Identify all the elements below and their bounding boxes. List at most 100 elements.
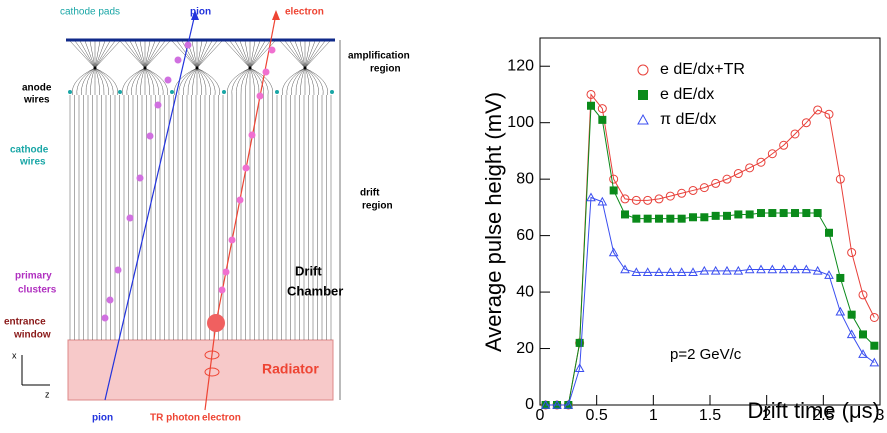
- marker: [846, 329, 857, 339]
- field-line: [196, 67, 220, 96]
- x-axis-label: Drift time (μs): [748, 398, 880, 423]
- marker: [869, 357, 880, 367]
- field-lines: [69, 40, 332, 340]
- tr-absorption: [207, 314, 225, 332]
- marker: [609, 174, 619, 184]
- field-line: [299, 40, 306, 69]
- y-tick-label: 60: [516, 227, 534, 244]
- field-line: [187, 67, 198, 96]
- field-line: [249, 67, 260, 96]
- marker: [609, 186, 618, 195]
- marker: [643, 195, 653, 205]
- field-line: [249, 67, 269, 96]
- field-line: [192, 67, 198, 96]
- field-line: [94, 67, 109, 96]
- field-line: [304, 40, 331, 69]
- field-line: [90, 67, 96, 96]
- cathode-wire: [330, 90, 334, 94]
- marker: [778, 264, 789, 274]
- marker: [767, 264, 778, 274]
- marker: [620, 264, 630, 274]
- marker: [768, 209, 777, 218]
- marker: [575, 338, 584, 347]
- field-line: [196, 40, 203, 69]
- cluster: [114, 266, 122, 274]
- field-line: [144, 67, 150, 96]
- legend-label: e dE/dx+TR: [660, 61, 745, 78]
- label: cathode: [10, 145, 49, 156]
- x-tick-label: 1.5: [699, 407, 721, 424]
- cluster: [126, 214, 134, 222]
- marker: [767, 149, 777, 159]
- marker: [734, 210, 743, 219]
- marker: [801, 118, 811, 128]
- series-line: [545, 93, 875, 406]
- field-line: [291, 67, 306, 96]
- field-line: [289, 40, 306, 69]
- y-tick-label: 20: [516, 340, 534, 357]
- field-line: [284, 40, 306, 69]
- field-line: [89, 40, 96, 69]
- marker: [631, 267, 642, 277]
- marker: [723, 211, 731, 220]
- x-tick-label: 0.5: [586, 407, 608, 424]
- field-line: [144, 67, 155, 96]
- marker: [597, 104, 607, 114]
- cathode-wire: [68, 90, 72, 94]
- tr-photon-wave: [204, 367, 220, 377]
- field-line: [140, 67, 146, 96]
- field-line: [94, 67, 100, 96]
- marker: [552, 399, 562, 409]
- detector-diagram: cathode pads pion electron amplification…: [4, 7, 410, 424]
- marker: [597, 196, 608, 206]
- label: Radiator: [262, 361, 319, 377]
- field-line: [94, 67, 118, 96]
- field-line: [249, 67, 264, 96]
- field-line: [144, 40, 156, 69]
- field-line: [69, 40, 96, 69]
- label: primary: [15, 271, 52, 282]
- field-line: [236, 67, 251, 96]
- marker: [779, 209, 788, 218]
- marker: [756, 264, 766, 274]
- field-line: [196, 67, 202, 96]
- field-line: [196, 67, 207, 96]
- marker: [733, 169, 743, 179]
- legend-label: π dE/dx: [660, 111, 716, 128]
- field-line: [196, 40, 208, 69]
- legend-marker: [637, 64, 649, 76]
- marker: [824, 109, 834, 119]
- label: TR photon: [150, 413, 200, 424]
- tr-photon-wave: [204, 350, 220, 360]
- marker: [812, 265, 823, 275]
- marker: [677, 188, 687, 198]
- marker: [711, 178, 721, 188]
- cathode-wire: [170, 90, 174, 94]
- marker: [688, 185, 698, 195]
- field-line: [196, 40, 218, 69]
- marker: [859, 330, 867, 339]
- field-line: [249, 40, 266, 69]
- marker: [700, 213, 709, 222]
- field-line: [124, 40, 146, 69]
- marker: [836, 273, 845, 282]
- legend-marker: [638, 90, 648, 100]
- field-line: [181, 40, 198, 69]
- cluster: [242, 164, 250, 172]
- y-tick-label: 120: [507, 57, 534, 74]
- y-tick-label: 100: [507, 114, 534, 131]
- marker: [689, 213, 697, 222]
- marker: [666, 214, 675, 223]
- cluster: [218, 286, 226, 294]
- x-tick-label: 2.5: [812, 407, 834, 424]
- marker: [598, 115, 607, 124]
- marker: [586, 89, 596, 99]
- annotation: p=2 GeV/c: [670, 346, 742, 363]
- marker: [665, 191, 675, 201]
- marker: [631, 195, 641, 205]
- field-line: [139, 40, 146, 69]
- field-line: [304, 67, 324, 96]
- marker: [847, 248, 857, 258]
- marker: [586, 192, 596, 202]
- marker: [858, 290, 868, 300]
